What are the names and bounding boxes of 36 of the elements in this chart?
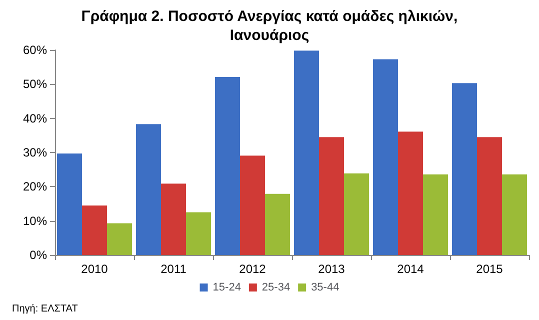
x-tick-label: 2014 (397, 262, 424, 276)
y-tick-label: 30% (22, 146, 48, 160)
x-tick-label: 2013 (318, 262, 346, 276)
bar (398, 132, 423, 255)
x-tick-label: 2011 (160, 262, 187, 276)
bar (373, 59, 398, 255)
text: Πηγή: ΕΛΣΤΑΤ (12, 304, 78, 314)
legend-label: 35-44 (311, 282, 340, 294)
legend-label: 25-34 (262, 282, 290, 294)
bar (477, 137, 502, 255)
bar (57, 154, 82, 255)
legend-label: 15-24 (212, 282, 241, 294)
y-tick-label: 60% (22, 43, 48, 57)
x-tick-label: 2015 (476, 262, 504, 276)
bar (186, 212, 211, 255)
bar (502, 174, 527, 255)
bar (161, 184, 186, 255)
y-tick-label: 0% (30, 248, 48, 262)
bar (265, 194, 290, 255)
y-tick-label: 50% (22, 77, 48, 92)
x-tick-label: 2012 (239, 262, 266, 276)
bar (344, 173, 369, 255)
y-tick-label: 10% (22, 214, 48, 228)
y-tick-label: 20% (22, 180, 48, 194)
bar (107, 223, 132, 255)
bar (452, 83, 477, 255)
bar (423, 174, 448, 255)
y-tick-label: 40% (22, 111, 48, 126)
bar (294, 50, 319, 255)
bar (319, 137, 344, 255)
x-tick-label: 2010 (81, 262, 108, 276)
chart-title: Γράφημα 2. Ποσοστό Ανεργίας κατά ομάδες ηλικιών, Ιανουάριος (81, 8, 458, 44)
bar (215, 76, 240, 255)
bar (82, 205, 107, 255)
bar (240, 156, 265, 255)
bar (136, 124, 161, 255)
